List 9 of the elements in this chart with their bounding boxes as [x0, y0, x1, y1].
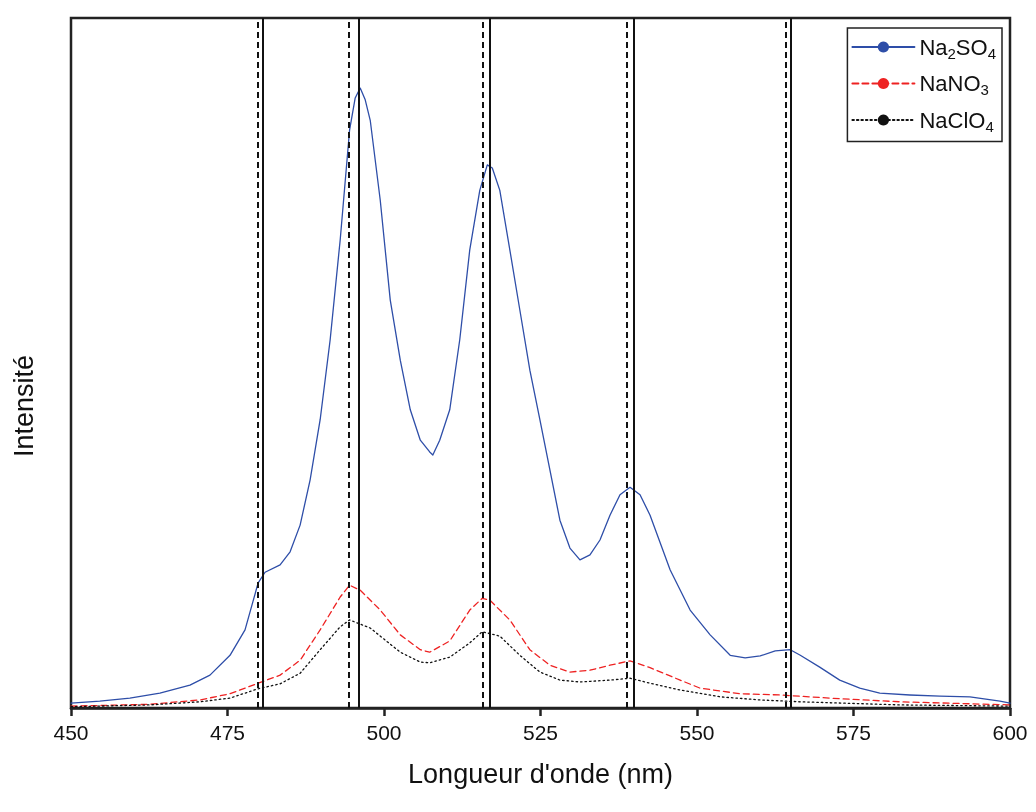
x-tick-label: 450 [53, 721, 89, 744]
x-tick-label: 550 [679, 721, 715, 744]
x-tick-label: 600 [992, 721, 1028, 744]
x-tick-label: 500 [366, 721, 402, 744]
x-tick-label: 525 [522, 721, 559, 744]
x-axis-title: Longueur d'onde (nm) [408, 758, 673, 789]
x-tick-label: 575 [835, 721, 872, 744]
y-axis-title: Intensité [8, 354, 39, 458]
x-tick-label: 475 [209, 721, 246, 744]
